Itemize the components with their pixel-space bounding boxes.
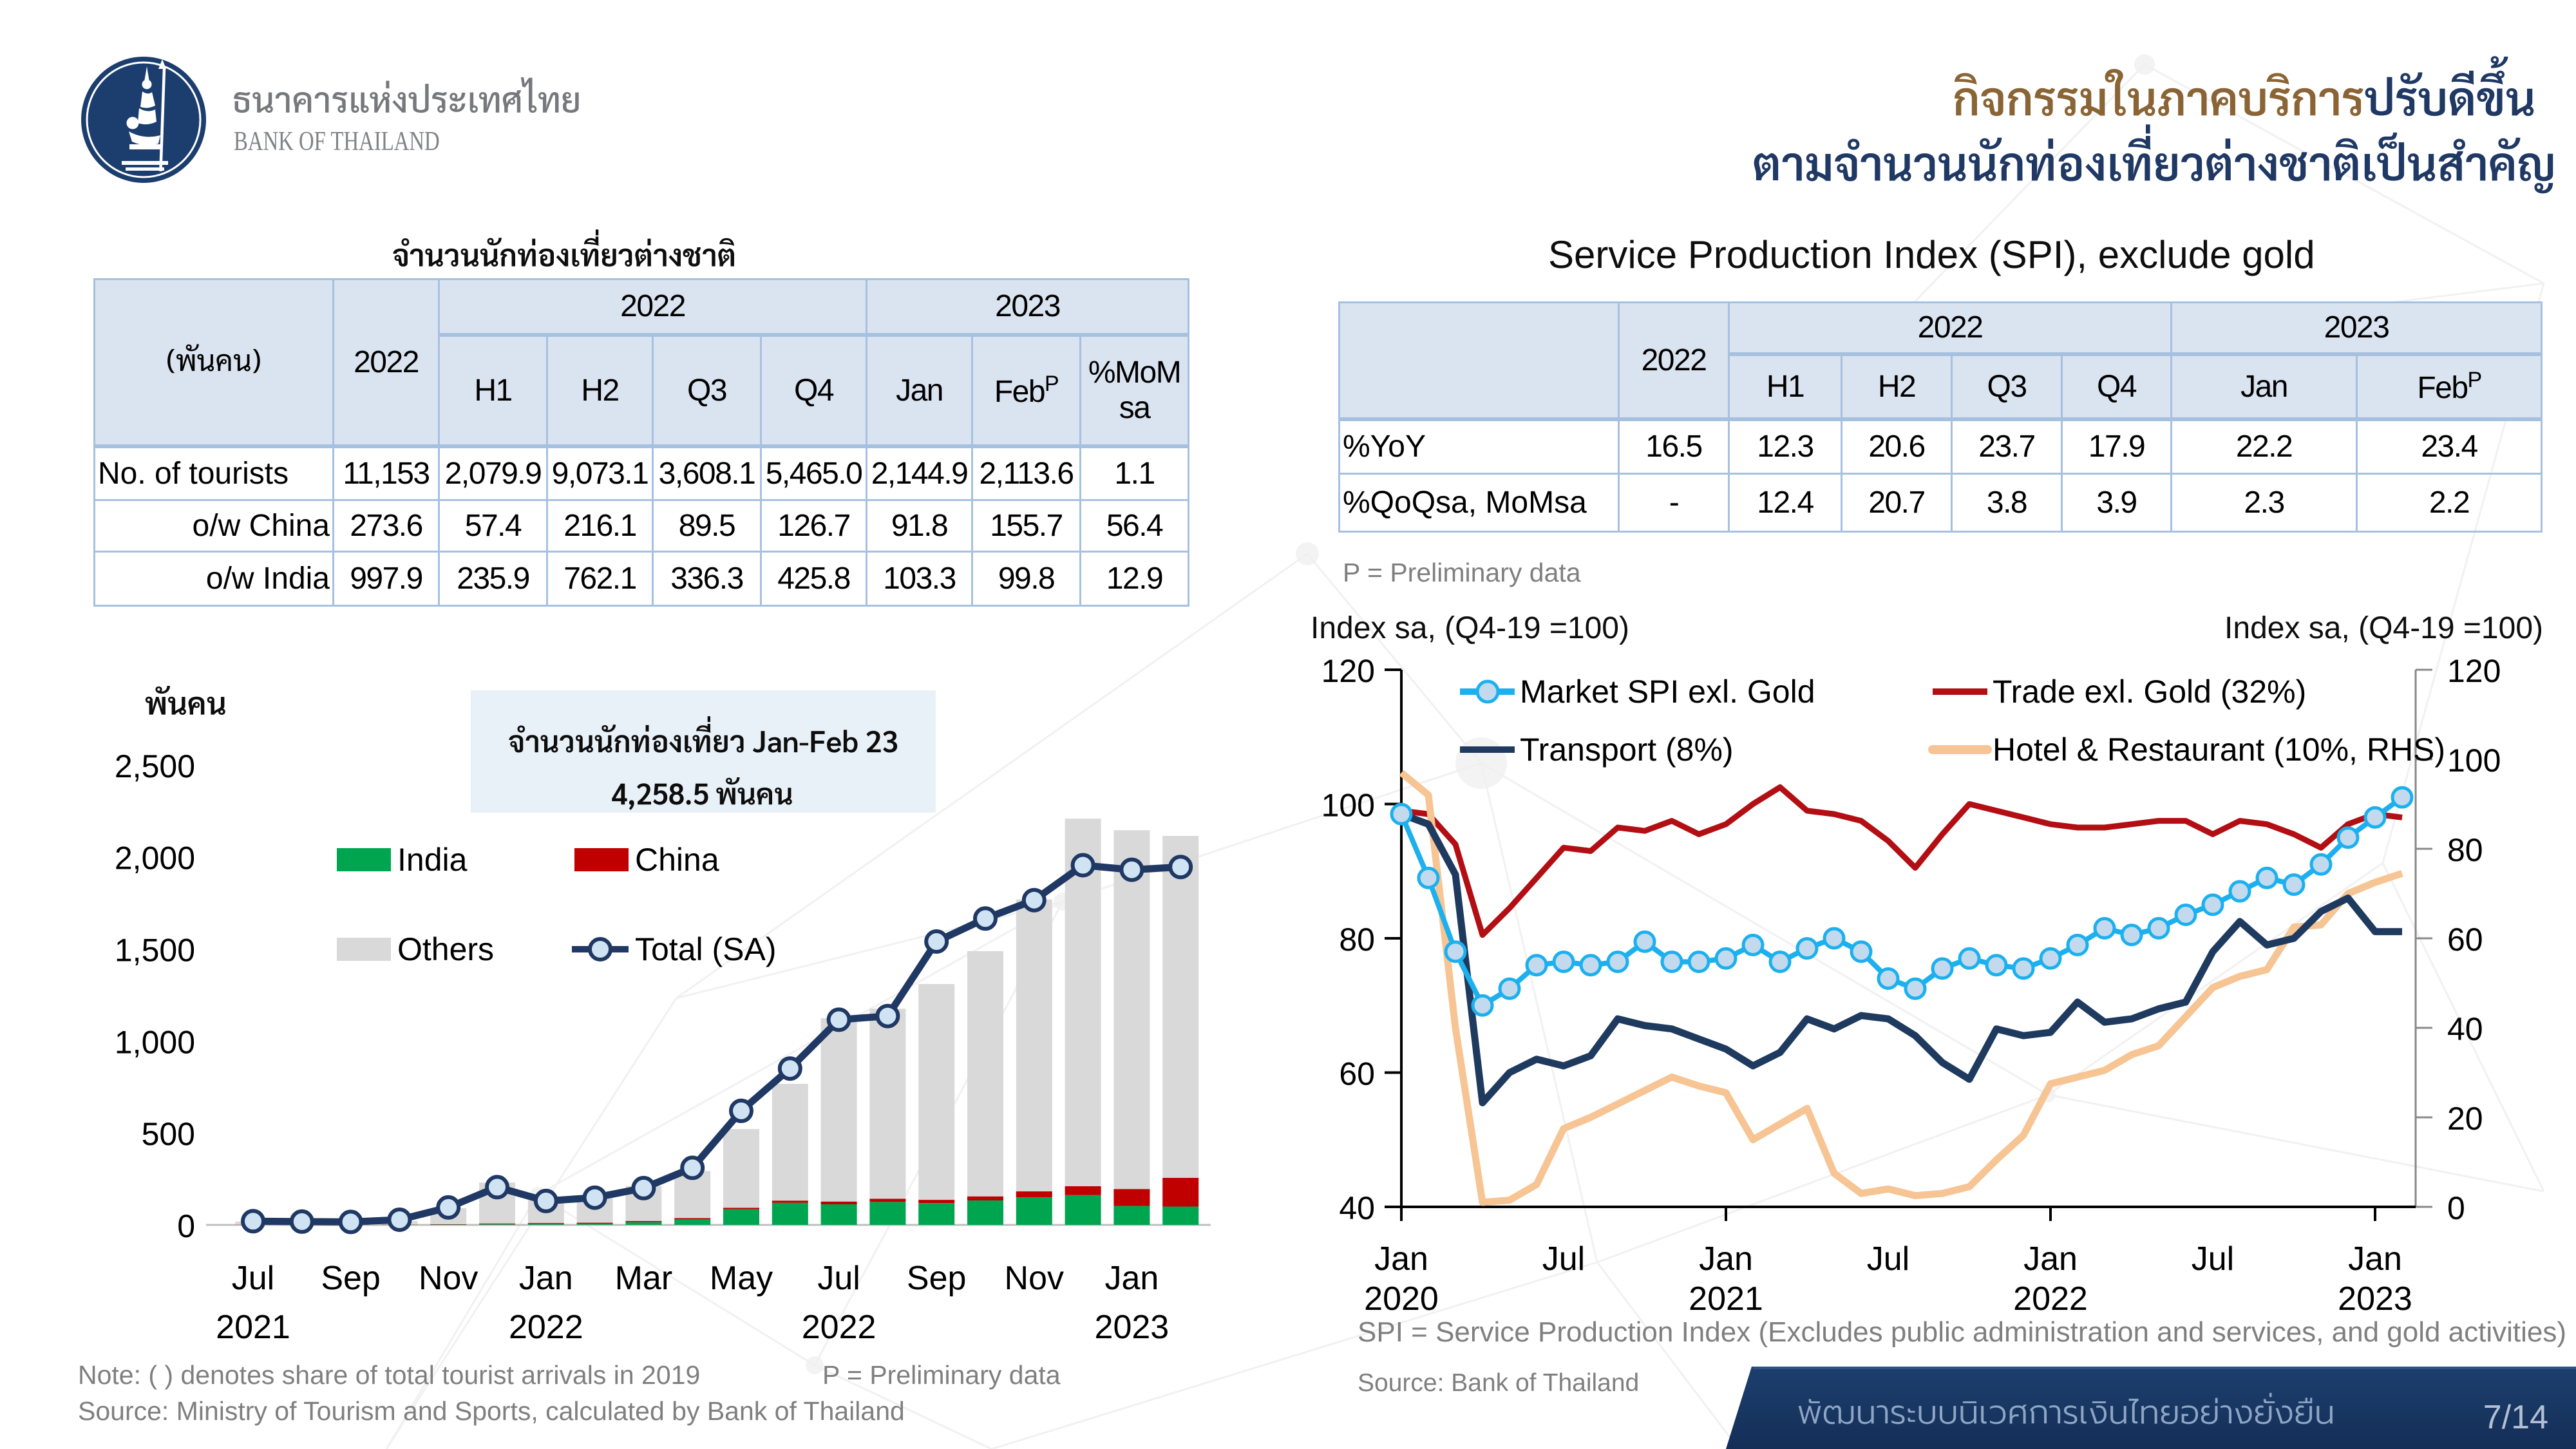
svg-text:20: 20 (2447, 1101, 2483, 1137)
svg-text:Jan: Jan (1374, 1240, 1428, 1278)
svg-text:80: 80 (1339, 922, 1375, 958)
svg-text:40: 40 (2447, 1011, 2483, 1047)
svg-text:0: 0 (177, 1208, 195, 1244)
svg-text:2020: 2020 (1364, 1280, 1439, 1318)
svg-text:120: 120 (2447, 653, 2501, 689)
svg-text:Jul: Jul (817, 1260, 860, 1297)
svg-text:2,500: 2,500 (115, 748, 195, 784)
svg-text:500: 500 (142, 1116, 195, 1152)
svg-text:2023: 2023 (2338, 1280, 2412, 1318)
svg-text:Sep: Sep (907, 1260, 967, 1297)
svg-text:7/14: 7/14 (2483, 1399, 2548, 1436)
svg-text:Mar: Mar (615, 1260, 673, 1297)
svg-text:Jan: Jan (2023, 1240, 2078, 1278)
svg-text:May: May (710, 1260, 773, 1297)
svg-text:Jan: Jan (1699, 1240, 1753, 1278)
svg-text:40: 40 (1339, 1190, 1375, 1226)
svg-text:0: 0 (2447, 1190, 2465, 1226)
svg-text:India: India (397, 842, 468, 878)
svg-text:China: China (635, 842, 719, 878)
svg-text:2022: 2022 (802, 1309, 876, 1346)
svg-text:Nov: Nov (419, 1260, 478, 1297)
svg-text:100: 100 (2447, 743, 2501, 779)
svg-text:Sep: Sep (321, 1260, 381, 1297)
svg-text:Total (SA): Total (SA) (635, 931, 777, 967)
svg-text:120: 120 (1321, 653, 1375, 689)
svg-text:Jul: Jul (1542, 1240, 1585, 1278)
svg-text:2,000: 2,000 (115, 840, 195, 876)
svg-text:Jul: Jul (232, 1260, 274, 1297)
svg-text:60: 60 (1339, 1056, 1375, 1092)
svg-text:2021: 2021 (1689, 1280, 1763, 1318)
svg-text:Jul: Jul (1867, 1240, 1909, 1278)
svg-text:80: 80 (2447, 832, 2483, 868)
svg-text:2021: 2021 (216, 1309, 290, 1346)
svg-text:1,000: 1,000 (115, 1024, 195, 1060)
svg-text:Jan: Jan (519, 1260, 573, 1297)
svg-text:2022: 2022 (509, 1309, 583, 1346)
svg-text:Jan: Jan (1104, 1260, 1159, 1297)
svg-text:Trade exl. Gold (32%): Trade exl. Gold (32%) (1993, 674, 2306, 710)
svg-text:1,500: 1,500 (115, 933, 195, 969)
svg-text:Market SPI exl. Gold: Market SPI exl. Gold (1520, 674, 1815, 710)
svg-text:100: 100 (1321, 788, 1375, 824)
svg-text:Jul: Jul (2192, 1240, 2234, 1278)
svg-text:2022: 2022 (2013, 1280, 2088, 1318)
svg-text:Transport (8%): Transport (8%) (1520, 732, 1734, 768)
svg-text:Hotel & Restaurant (10%, RHS): Hotel & Restaurant (10%, RHS) (1993, 732, 2445, 768)
svg-text:Others: Others (397, 931, 494, 967)
svg-text:Nov: Nov (1005, 1260, 1064, 1297)
svg-text:2023: 2023 (1095, 1309, 1170, 1346)
svg-text:60: 60 (2447, 922, 2483, 958)
svg-text:Jan: Jan (2348, 1240, 2402, 1278)
